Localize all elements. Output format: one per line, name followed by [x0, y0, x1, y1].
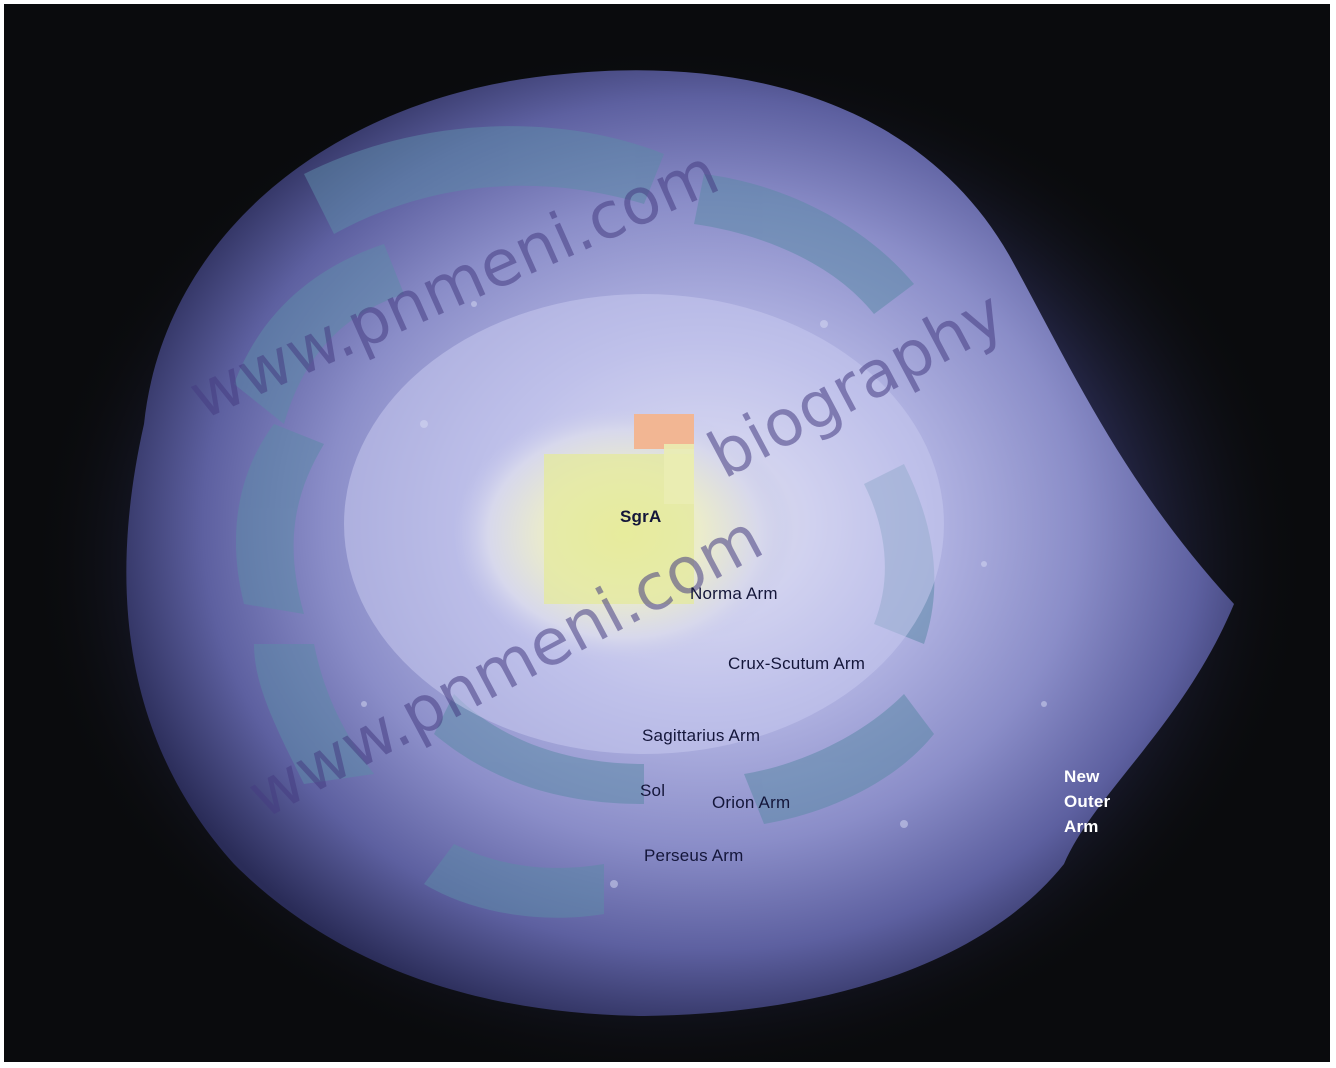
label-perseus-arm: Perseus Arm	[644, 846, 744, 865]
milky-way-galaxy-illustration	[29, 44, 1309, 1062]
label-new-outer-arm: New Outer Arm	[1064, 764, 1134, 839]
label-new-outer-arm-line1: New	[1064, 767, 1100, 786]
label-norma-arm: Norma Arm	[690, 584, 778, 603]
label-crux-scutum-arm: Crux-Scutum Arm	[728, 654, 866, 673]
label-orion-arm: Orion Arm	[712, 793, 791, 812]
label-sol: Sol	[640, 781, 666, 800]
label-sgra: SgrA	[620, 507, 662, 526]
label-new-outer-arm-line3: Arm	[1064, 817, 1099, 836]
label-new-outer-arm-line2: Outer	[1064, 792, 1111, 811]
image-frame: www.pnmeni.com biography www.pnmeni.com …	[4, 4, 1330, 1062]
label-sagittarius-arm: Sagittarius Arm	[642, 726, 761, 745]
core-highlight	[634, 414, 694, 449]
